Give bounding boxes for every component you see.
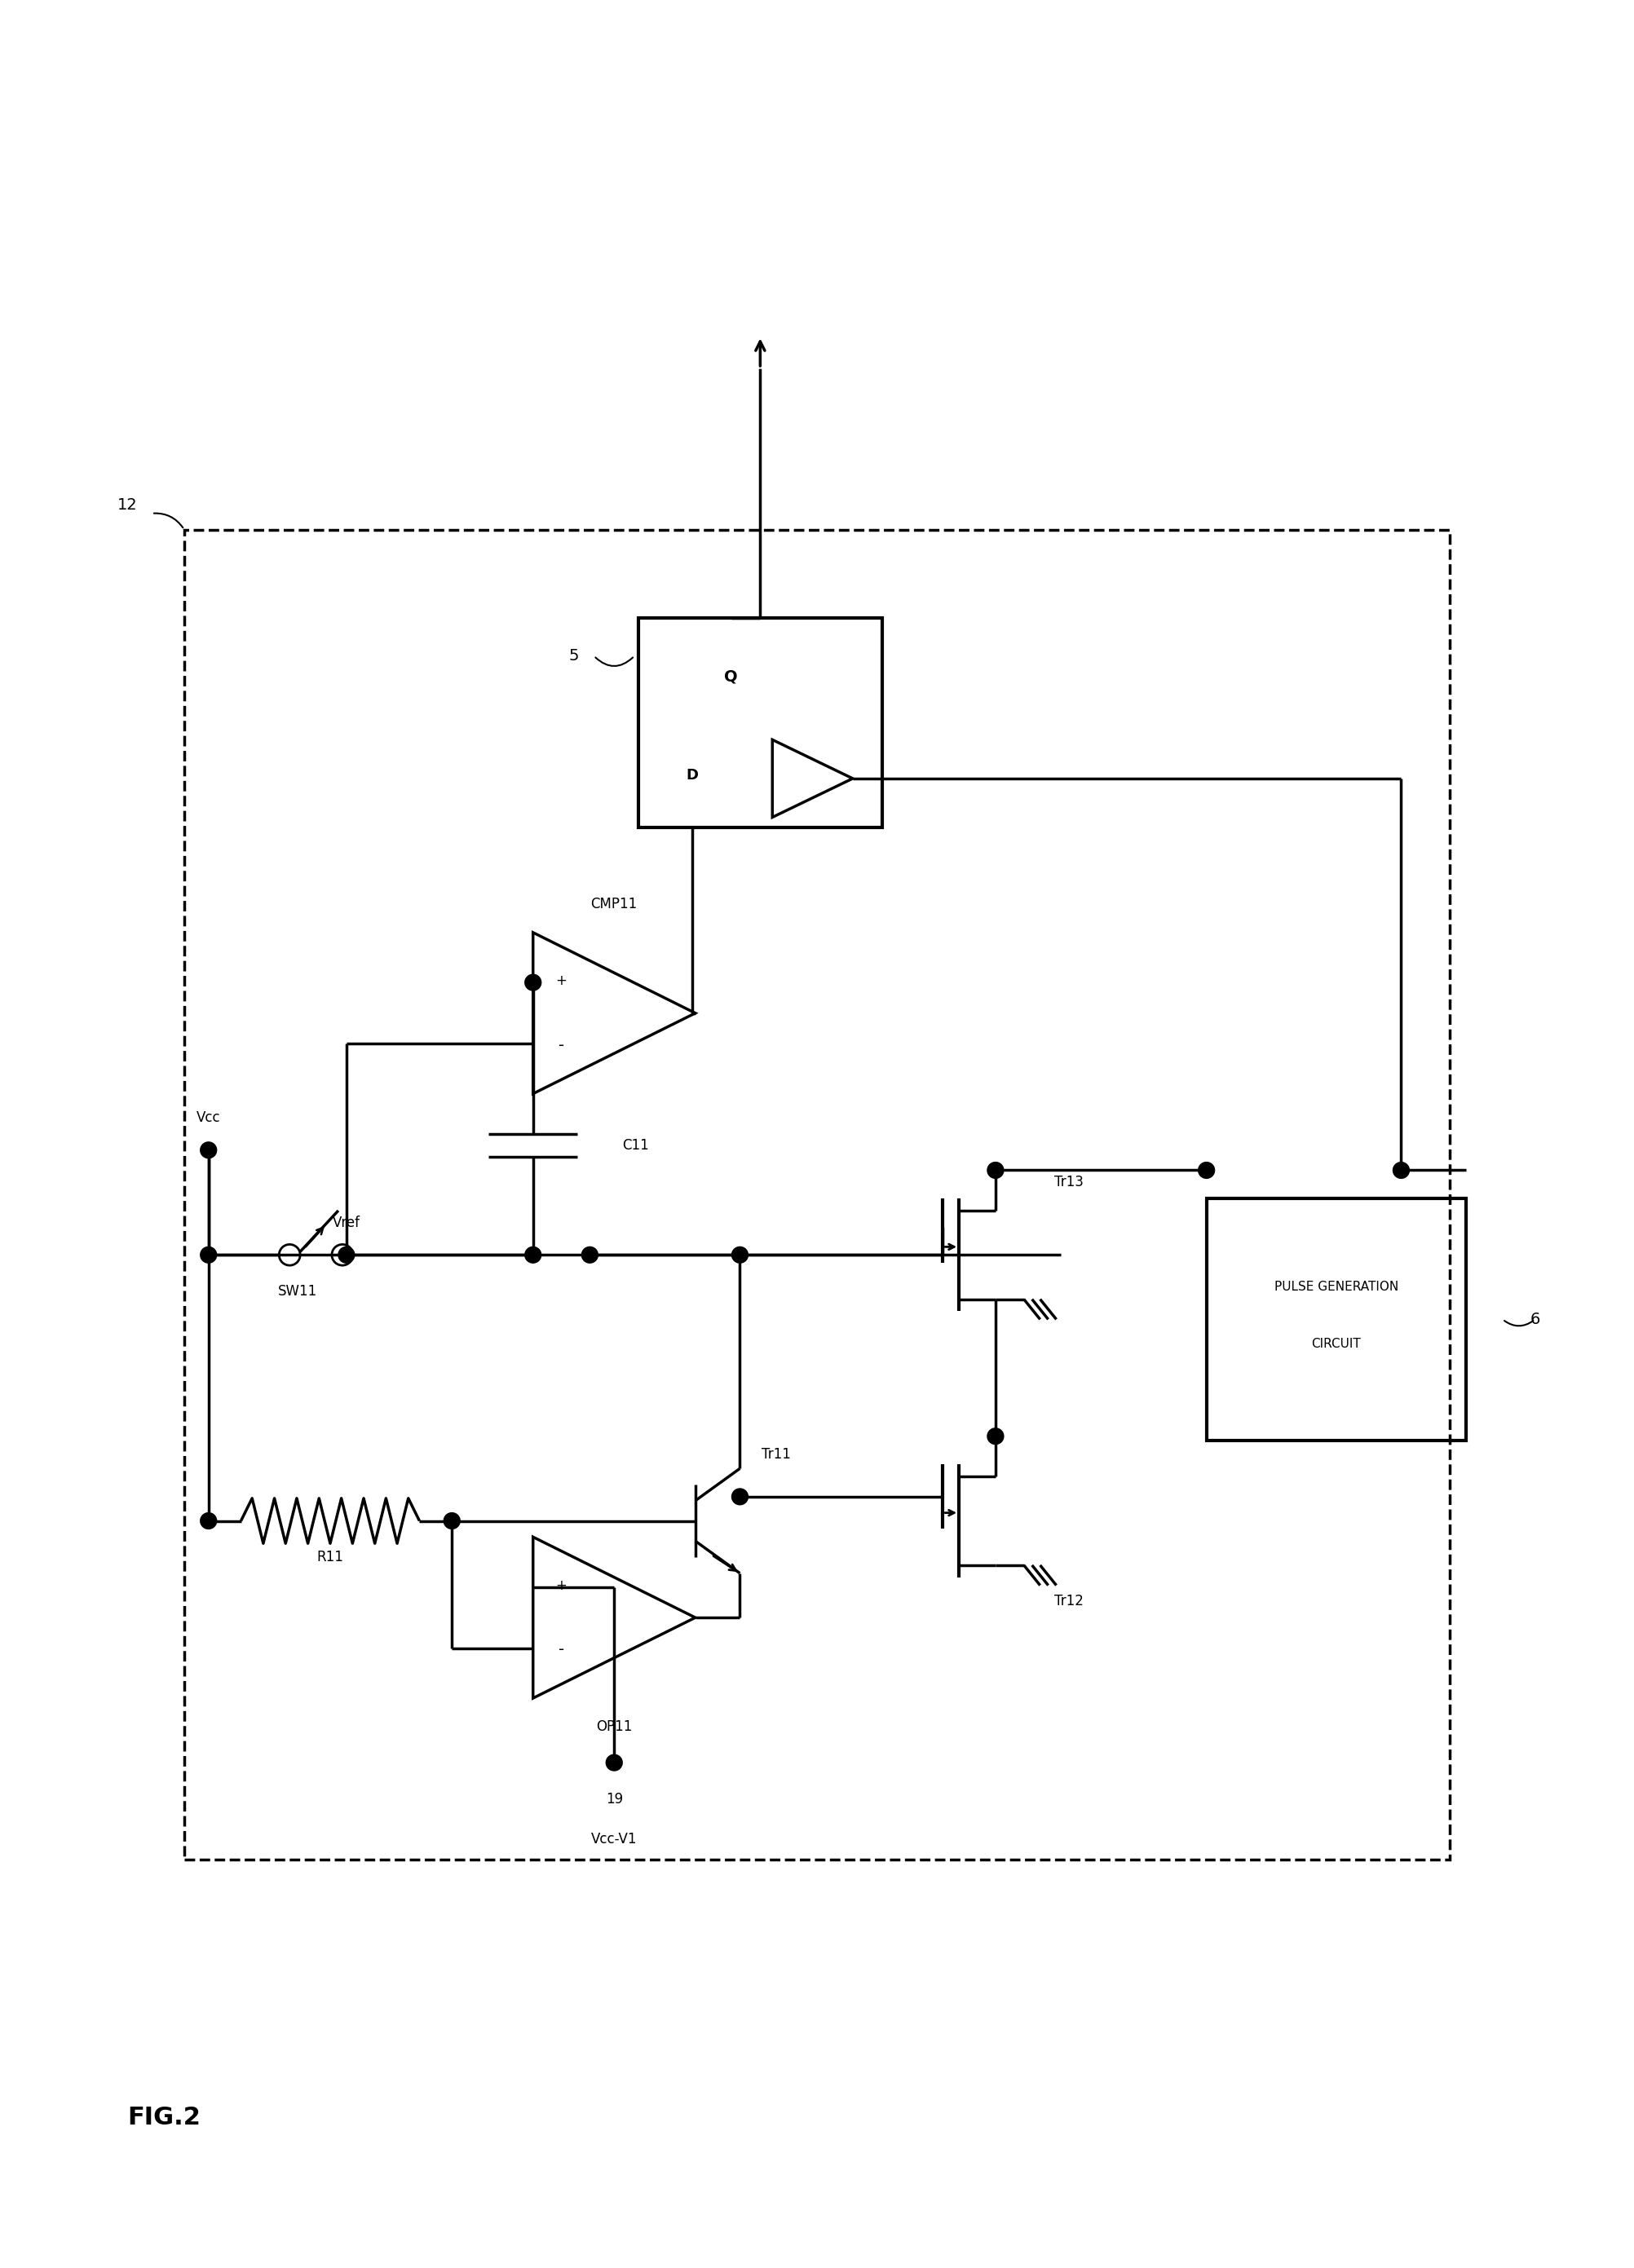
Text: 6: 6 [1529, 1311, 1541, 1327]
Text: FIG.2: FIG.2 [127, 2105, 201, 2130]
Text: CMP11: CMP11 [592, 896, 637, 912]
Bar [639, 619, 882, 828]
Text: 5: 5 [569, 649, 578, 665]
Text: Vcc: Vcc [196, 1111, 221, 1125]
Circle shape [444, 1513, 461, 1529]
Circle shape [201, 1513, 217, 1529]
Text: Tr12: Tr12 [1054, 1594, 1083, 1608]
Circle shape [201, 1143, 217, 1159]
Circle shape [525, 1247, 541, 1263]
Text: -: - [559, 1642, 564, 1658]
Text: -: - [559, 1036, 564, 1052]
Text: +: + [556, 1579, 567, 1592]
Text: +: + [556, 973, 567, 989]
Text: SW11: SW11 [278, 1284, 317, 1300]
Circle shape [1394, 1161, 1409, 1179]
Circle shape [732, 1247, 748, 1263]
Text: 12: 12 [118, 497, 137, 513]
Text: R11: R11 [317, 1549, 343, 1565]
Text: OP11: OP11 [596, 1719, 632, 1733]
Text: Vcc-V1: Vcc-V1 [592, 1833, 637, 1846]
Text: Vref: Vref [333, 1216, 359, 1229]
Text: PULSE GENERATION: PULSE GENERATION [1275, 1281, 1399, 1293]
Circle shape [582, 1247, 598, 1263]
Text: Q: Q [724, 669, 739, 685]
Circle shape [987, 1429, 1003, 1445]
Circle shape [525, 975, 541, 991]
Text: Tr13: Tr13 [1054, 1175, 1083, 1191]
Circle shape [606, 1755, 623, 1771]
Bar [1206, 1198, 1466, 1440]
Text: Tr11: Tr11 [761, 1447, 791, 1463]
Circle shape [732, 1488, 748, 1504]
Circle shape [987, 1161, 1003, 1179]
Text: CIRCUIT: CIRCUIT [1312, 1338, 1361, 1349]
Circle shape [201, 1247, 217, 1263]
Text: 19: 19 [606, 1792, 623, 1805]
Circle shape [338, 1247, 355, 1263]
Text: C11: C11 [623, 1139, 649, 1152]
Text: D: D [686, 769, 698, 782]
Circle shape [1198, 1161, 1214, 1179]
